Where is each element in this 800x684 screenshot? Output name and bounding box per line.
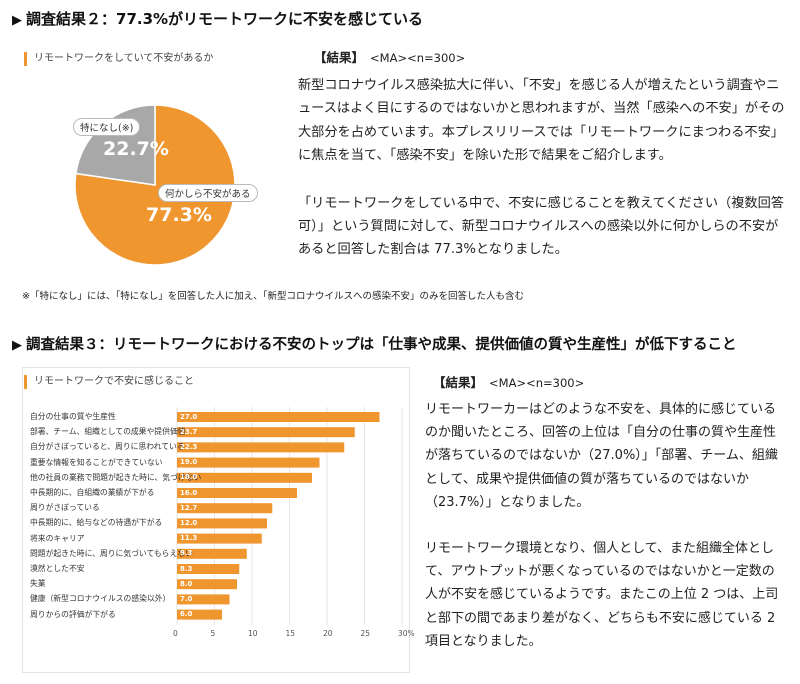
bar [177, 594, 230, 605]
bar [177, 548, 247, 559]
pie-pct-none: 22.7% [103, 138, 169, 160]
result3-paragraph1: リモートワーカーはどのような不安を、具体的に感じているのか聞いたところ、回答の上… [425, 402, 778, 510]
result-header-3: 【結果】 <MA><n=300> [433, 375, 585, 390]
category-label: 漠然とした不安 [30, 564, 85, 573]
x-tick-label: 25 [360, 628, 371, 638]
bar [177, 579, 237, 590]
bar-value-label: 11.3 [180, 534, 198, 543]
bar-value-label: 18.0 [180, 473, 198, 482]
x-tick-label: 5 [210, 628, 216, 638]
result-text-3: リモートワーカーはどのような不安を、具体的に感じているのか聞いたところ、回答の上… [425, 398, 785, 653]
bar-chart-panel: リモートワークで不安に感じること 0 5 10 15 20 25 30% 自分の仕事の質や生産… [22, 367, 415, 673]
bar-panel-title: リモートワークで不安に感じること [24, 375, 194, 389]
bar-value-label: 16.0 [180, 488, 198, 497]
result3-paragraph2: リモートワーク環境となり、個人として、また組織全体として、アウトプットが悪くなっ… [425, 541, 779, 649]
bar [177, 472, 312, 483]
bar-value-label: 23.7 [180, 427, 198, 436]
bar-value-label: 6.0 [180, 610, 193, 619]
category-label: 中長期的に、給与などの待遇が下がる [30, 518, 163, 528]
bar [177, 427, 355, 438]
category-label: 他の社員の業務で問題が起きた時に、気づけない [30, 472, 202, 482]
x-tick-label: 15 [285, 628, 296, 638]
x-tick-label: 30% [398, 628, 415, 638]
result2-paragraph2: 「リモートワークをしている中で、不安に感じることを教えてください（複数回答可）」… [298, 195, 784, 258]
bar [177, 442, 345, 453]
pie-panel-title: リモートワークをしていて不安があるか [24, 52, 213, 66]
result2-paragraph1: 新型コロナウイルス感染拡大に伴い、「不安」を感じる人が増えたという調査やニュース… [298, 78, 785, 164]
pie-label-none: 特になし(※) [73, 118, 141, 136]
category-label: 自分がさぼっていると、周りに思われている [30, 442, 185, 452]
triangle-bullet-icon: ▶ [12, 338, 22, 353]
bar [177, 457, 320, 468]
result-header-2: 【結果】 <MA><n=300> [314, 50, 466, 65]
category-label: 周りからの評価が下がる [30, 609, 116, 619]
category-label: 周りがさぼっている [30, 503, 100, 513]
triangle-bullet-icon: ▶ [12, 13, 22, 28]
result-text-2: 新型コロナウイルス感染拡大に伴い、「不安」を感じる人が増えたという調査やニュース… [298, 74, 786, 262]
bar-value-label: 8.0 [180, 579, 193, 588]
bar-value-label: 7.0 [180, 594, 193, 603]
footnote: ※「特になし」には、「特になし」を回答した人に加え、「新型コロナウイルスへの感染… [22, 291, 524, 302]
category-label: 失業 [30, 579, 46, 589]
category-label: 将来のキャリア [30, 533, 85, 543]
pie-label-some: 何かしら不安がある [158, 184, 258, 202]
x-tick-label: 10 [248, 628, 258, 638]
bar-value-label: 22.3 [180, 442, 198, 451]
bar [177, 488, 297, 498]
category-label: 健康（新型コロナウイルスの感染以外） [30, 594, 171, 604]
bar-chart [22, 367, 410, 673]
category-label: 問題が起きた時に、周りに気づいてもらえない [30, 548, 193, 558]
bar-value-label: 12.7 [180, 503, 198, 512]
bar-value-label: 12.0 [180, 518, 198, 527]
bar [177, 518, 267, 529]
x-tick-label: 20 [323, 628, 333, 638]
bar [177, 609, 222, 620]
category-label: 重要な情報を知ることができていない [30, 457, 163, 467]
pie-pct-some: 77.3% [146, 204, 212, 226]
x-tick-label: 0 [173, 628, 178, 638]
section3-heading: ▶ 調査結果３：リモートワークにおける不安のトップは「仕事や成果、提供価値の質や生… [12, 337, 737, 353]
chart-frame [22, 367, 410, 673]
bar-value-label: 8.3 [180, 564, 193, 573]
category-label: 部署、チーム、組織としての成果や提供価値 [30, 427, 186, 437]
bar-value-label: 27.0 [180, 412, 198, 421]
category-label: 自分の仕事の質や生産性 [30, 412, 116, 421]
bar-value-label: 19.0 [180, 458, 198, 467]
category-label: 中長期的に、自組織の業績が下がる [30, 488, 155, 497]
section2-heading: ▶ 調査結果２：77.3%がリモートワークに不安を感じている [12, 10, 424, 28]
bar [177, 533, 262, 544]
bar [177, 412, 380, 422]
pie-chart [74, 104, 236, 266]
bar [177, 564, 240, 574]
bar [177, 503, 273, 514]
bar-value-label: 9.3 [180, 549, 193, 558]
